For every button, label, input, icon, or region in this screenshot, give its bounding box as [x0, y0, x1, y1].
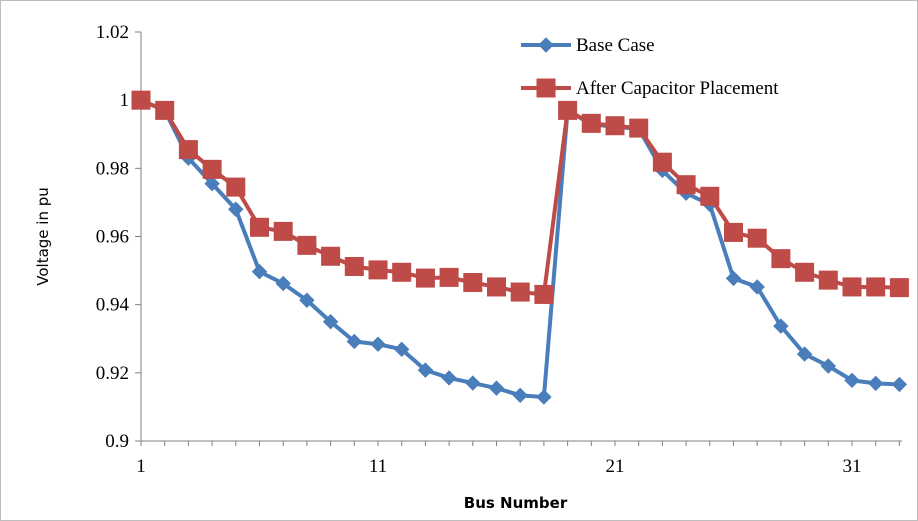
legend-marker [538, 37, 554, 53]
data-point [724, 222, 743, 242]
data-point [866, 277, 886, 297]
axes [135, 31, 902, 446]
data-point [415, 268, 435, 288]
series-line [140, 98, 900, 400]
y-tick-label: 1.02 [96, 22, 129, 43]
data-point [488, 380, 505, 396]
data-point [465, 375, 481, 391]
data-point [534, 284, 554, 304]
data-point [178, 140, 198, 160]
data-point [820, 358, 837, 374]
y-tick-label: 1 [120, 90, 130, 111]
data-point [605, 116, 625, 136]
data-point [891, 376, 908, 393]
series-layer [131, 90, 909, 405]
data-point [725, 270, 742, 287]
y-axis-title: Voltage in pu [34, 187, 52, 286]
data-point [889, 278, 909, 298]
data-point [393, 341, 410, 358]
data-point [392, 262, 412, 282]
data-point [441, 370, 457, 386]
data-point [796, 346, 813, 362]
data-point [275, 275, 291, 292]
data-point [250, 217, 269, 237]
data-point [773, 318, 789, 334]
x-tick-label: 21 [606, 456, 625, 477]
x-axis-title: Bus Number [464, 494, 568, 512]
data-point [226, 177, 246, 197]
data-point [558, 100, 578, 120]
y-tick-label: 0.9 [105, 431, 129, 452]
data-point [844, 372, 860, 389]
data-point [771, 249, 791, 269]
data-point [867, 375, 884, 392]
legend-label: After Capacitor Placement [576, 78, 779, 99]
data-point [368, 260, 388, 280]
data-point [273, 221, 293, 241]
data-point [676, 175, 696, 195]
y-tick-label: 0.92 [96, 363, 129, 384]
data-point [510, 282, 530, 302]
y-tick-label: 0.98 [96, 158, 129, 179]
data-point [795, 262, 815, 282]
data-point [629, 118, 649, 138]
data-point [370, 336, 386, 352]
data-point [512, 387, 528, 404]
data-point [344, 256, 364, 276]
data-point [417, 362, 434, 378]
data-point [299, 292, 315, 308]
data-point [749, 279, 765, 295]
series-after-capacitor [131, 90, 909, 304]
data-point [297, 235, 317, 255]
data-point [487, 277, 506, 297]
series-base-case [133, 92, 908, 405]
x-tick-label: 31 [843, 456, 862, 477]
data-point [536, 389, 552, 405]
data-point [346, 333, 363, 350]
data-point [322, 314, 339, 330]
x-tick-label: 11 [369, 456, 387, 477]
legend-label: Base Case [576, 35, 655, 56]
data-point [202, 159, 222, 179]
data-point [228, 201, 244, 217]
data-point [155, 100, 175, 120]
legend-marker [536, 78, 556, 98]
data-point [463, 273, 483, 293]
data-point [842, 277, 862, 297]
legend: Base Case After Capacitor Placement [521, 35, 779, 99]
data-point [131, 90, 151, 110]
data-point [700, 186, 720, 206]
data-point [652, 152, 672, 172]
data-point [204, 175, 220, 192]
y-tick-label: 0.96 [96, 227, 129, 248]
data-point [818, 270, 838, 290]
y-tick-label: 0.94 [96, 295, 130, 316]
x-tick-label: 1 [136, 456, 146, 477]
data-point [581, 113, 601, 133]
data-point [321, 246, 341, 266]
data-point [251, 263, 268, 280]
data-point [439, 267, 459, 287]
data-point [747, 228, 767, 248]
